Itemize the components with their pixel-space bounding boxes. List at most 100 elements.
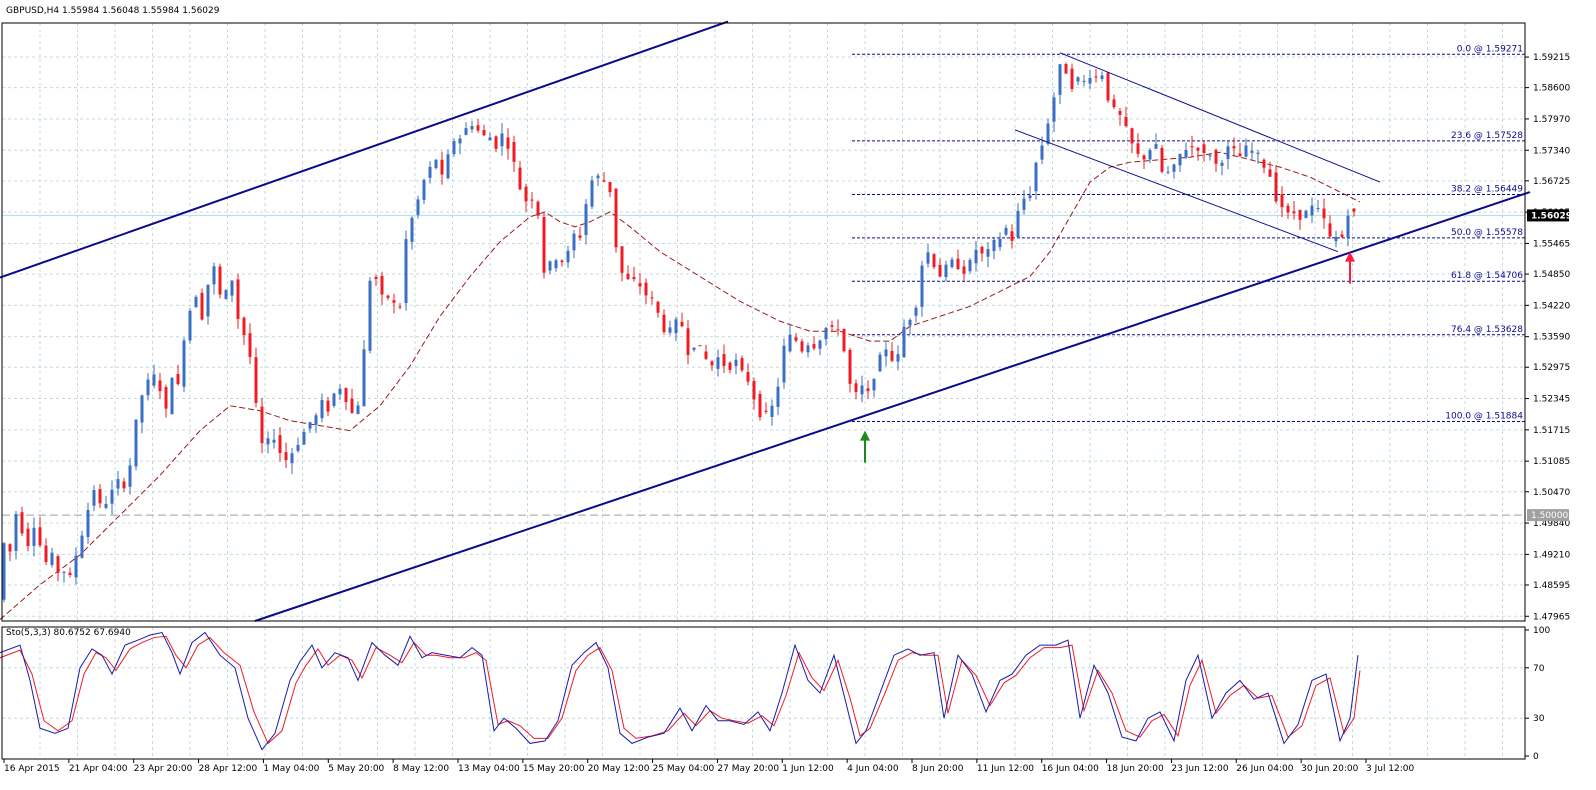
candle-up <box>182 340 186 387</box>
candle-down <box>608 182 612 193</box>
moving-average <box>0 151 1361 620</box>
candle-up <box>902 326 906 358</box>
candle-down <box>842 329 846 352</box>
fib-level-label: 61.8 @ 1.54706 <box>1451 271 1523 281</box>
time-tick-label: 1 Jun 12:00 <box>782 764 834 774</box>
candle-down <box>812 344 816 349</box>
candle-down <box>1196 147 1200 151</box>
candle-up <box>1148 150 1152 160</box>
price-tick-label: 1.55465 <box>1533 239 1570 249</box>
candle-up <box>908 319 912 326</box>
candle-up <box>1058 64 1062 95</box>
candle-down <box>1106 72 1110 101</box>
candle-up <box>1154 144 1158 149</box>
candle-down <box>614 188 618 248</box>
time-tick-label: 30 Jun 20:00 <box>1301 764 1358 774</box>
candle-down <box>662 314 666 332</box>
candle-up <box>206 284 210 317</box>
candle-down <box>794 337 798 341</box>
axes: 1.59215 1.58600 1.57970 1.57340 1.56725 1.560… <box>3 53 1572 774</box>
time-tick-label: 23 Jun 12:00 <box>1171 764 1228 774</box>
candle-up <box>134 419 138 467</box>
price-tick-label: 1.47965 <box>1533 612 1570 622</box>
candle-up <box>1022 198 1026 210</box>
price-tick-label: 1.51085 <box>1533 457 1570 467</box>
candle-down <box>506 137 510 149</box>
osc-tick-label: 70 <box>1533 664 1545 674</box>
candle-up <box>1250 150 1254 153</box>
candle-down <box>1064 63 1068 74</box>
candle-up <box>230 280 234 296</box>
candle-up <box>716 357 720 369</box>
candle-down <box>1142 155 1146 160</box>
candle-down <box>638 283 642 287</box>
candle-down <box>254 357 258 403</box>
candle-down <box>626 273 630 280</box>
candle-down <box>1010 231 1014 241</box>
candle-down <box>1160 147 1164 172</box>
candle-up <box>818 340 822 349</box>
candle-down <box>938 264 942 277</box>
candle-down <box>482 130 486 136</box>
oscillator-panel-frame <box>1 626 1526 760</box>
candle-down <box>524 186 528 202</box>
candle-up <box>464 128 468 135</box>
signal-arrow-head <box>860 430 870 441</box>
candle-up <box>860 385 864 395</box>
candle-up <box>1304 210 1308 219</box>
trendline <box>254 191 1531 622</box>
candle-up <box>692 347 696 350</box>
candle-down <box>44 545 48 562</box>
candle-down <box>704 351 708 359</box>
candle-down <box>98 489 102 504</box>
candle-down <box>1124 116 1128 127</box>
candle-down <box>1130 128 1134 144</box>
candle-down <box>1232 146 1236 149</box>
stochastic-main-line <box>0 631 1359 751</box>
candle-up <box>338 388 342 395</box>
stochastic-signal-line <box>0 635 1361 745</box>
candle-down <box>956 258 960 270</box>
candle-down <box>854 383 858 393</box>
candle-up <box>950 259 954 267</box>
time-tick-label: 8 May 12:00 <box>393 764 449 774</box>
candle-down <box>236 279 240 319</box>
candle-down <box>56 556 60 573</box>
candle-down <box>158 380 162 392</box>
candle-down <box>518 167 522 190</box>
candle-down <box>260 406 264 444</box>
candle-down <box>176 373 180 385</box>
candle-up <box>470 125 474 130</box>
candle-down <box>512 142 516 162</box>
candle-down <box>758 393 762 418</box>
chart-title: GBPUSD,H4 1.55984 1.56048 1.55984 1.5602… <box>6 6 220 16</box>
candle-up <box>986 249 990 257</box>
candle-down <box>980 246 984 254</box>
candle-down <box>746 372 750 382</box>
time-tick-label: 18 Jun 20:00 <box>1107 764 1164 774</box>
price-tick-label: 1.52975 <box>1533 363 1570 373</box>
candle-down <box>752 380 756 400</box>
price-tick-label: 1.56725 <box>1533 177 1570 187</box>
current-price-tag <box>1527 209 1569 222</box>
candle-down <box>644 282 648 296</box>
candle-up <box>332 393 336 406</box>
time-tick-label: 5 May 20:00 <box>328 764 384 774</box>
time-tick-label: 25 May 04:00 <box>653 764 715 774</box>
candle-up <box>1316 208 1320 210</box>
trendline <box>1059 52 1381 183</box>
candle-down <box>632 276 636 280</box>
candle-down <box>8 544 12 552</box>
candle-up <box>104 503 108 508</box>
price-tick-label: 1.57970 <box>1533 115 1570 125</box>
candle-down <box>494 136 498 149</box>
candle-up <box>1100 75 1104 79</box>
candle-down <box>932 254 936 268</box>
candle-down <box>680 321 684 327</box>
candle-up <box>428 166 432 178</box>
candle-up <box>224 290 228 299</box>
candle-down <box>1094 76 1098 78</box>
moving-average-line <box>0 151 1361 620</box>
candle-up <box>1088 77 1092 84</box>
price-tick-label: 1.54850 <box>1533 270 1570 280</box>
